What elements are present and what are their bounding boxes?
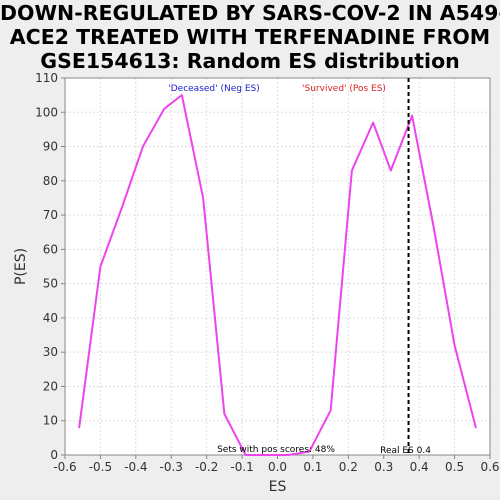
data-point	[372, 121, 374, 124]
neg-es-label: 'Deceased' (Neg ES)	[168, 84, 259, 94]
grid-lines	[64, 77, 491, 456]
chart-title-line-2: ACE2 TREATED WITH TERFENADINE FROM	[9, 25, 491, 49]
x-tick-label: 0.3	[374, 460, 393, 474]
x-tick-label: -0.1	[230, 460, 253, 474]
y-tick-label: 30	[43, 345, 58, 359]
data-point	[453, 344, 456, 347]
data-point	[390, 169, 392, 172]
data-point	[411, 114, 413, 117]
data-point	[287, 454, 289, 456]
x-tick-label: 0.1	[303, 460, 322, 474]
data-point	[266, 454, 268, 456]
data-point	[120, 207, 123, 210]
data-point	[244, 454, 247, 456]
y-tick-label: 110	[35, 71, 58, 85]
data-point	[78, 426, 80, 429]
y-tick-label: 40	[43, 311, 58, 325]
y-tick-label: 0	[50, 448, 58, 462]
x-tick-label: 0.5	[445, 460, 464, 474]
y-tick-label: 50	[43, 277, 58, 291]
data-point	[181, 94, 183, 96]
axis-ticks: -0.6 -0.5 -0.4 -0.3 -0.2 -0.1 0.0 0.1 0.2 0.3 0.4 0…	[35, 71, 499, 474]
data-point	[202, 197, 204, 199]
data-point	[329, 409, 332, 412]
chart-title-line-1: DOWN-REGULATED BY SARS-COV-2 IN A549-	[0, 1, 500, 25]
data-point	[99, 265, 102, 268]
y-tick-label: 80	[43, 174, 58, 188]
x-axis-label: ES	[269, 479, 287, 495]
x-tick-label: 0.6	[480, 460, 499, 474]
data-series	[78, 94, 477, 456]
data-point	[308, 450, 311, 453]
y-tick-label: 10	[43, 414, 58, 428]
data-point	[163, 108, 165, 110]
x-tick-label: -0.2	[195, 460, 218, 474]
x-tick-label: -0.4	[124, 460, 147, 474]
y-tick-label: 60	[43, 242, 58, 256]
y-axis-label: P(ES)	[13, 248, 29, 285]
x-tick-label: -0.5	[89, 460, 112, 474]
y-tick-label: 90	[43, 140, 58, 154]
chart-title-line-3: GSE154613: Random ES distribution	[40, 49, 460, 73]
data-point	[223, 413, 226, 415]
pos-scores-label: Sets with pos scores: 48%	[217, 445, 335, 455]
data-point	[432, 224, 435, 227]
es-distribution-line	[78, 94, 477, 456]
y-tick-label: 70	[43, 208, 58, 222]
x-tick-label: 0.0	[268, 460, 287, 474]
data-point	[475, 426, 477, 429]
x-tick-label: 0.4	[410, 460, 429, 474]
data-point	[142, 145, 144, 148]
x-tick-label: -0.6	[53, 460, 76, 474]
data-point	[351, 169, 353, 172]
x-tick-label: -0.3	[160, 460, 183, 474]
pos-es-label: 'Survived' (Pos ES)	[302, 84, 386, 94]
y-tick-label: 20	[43, 379, 58, 393]
y-tick-label: 100	[35, 105, 58, 119]
x-tick-label: 0.2	[339, 460, 358, 474]
real-es-label: Real ES 0.4	[380, 446, 431, 456]
